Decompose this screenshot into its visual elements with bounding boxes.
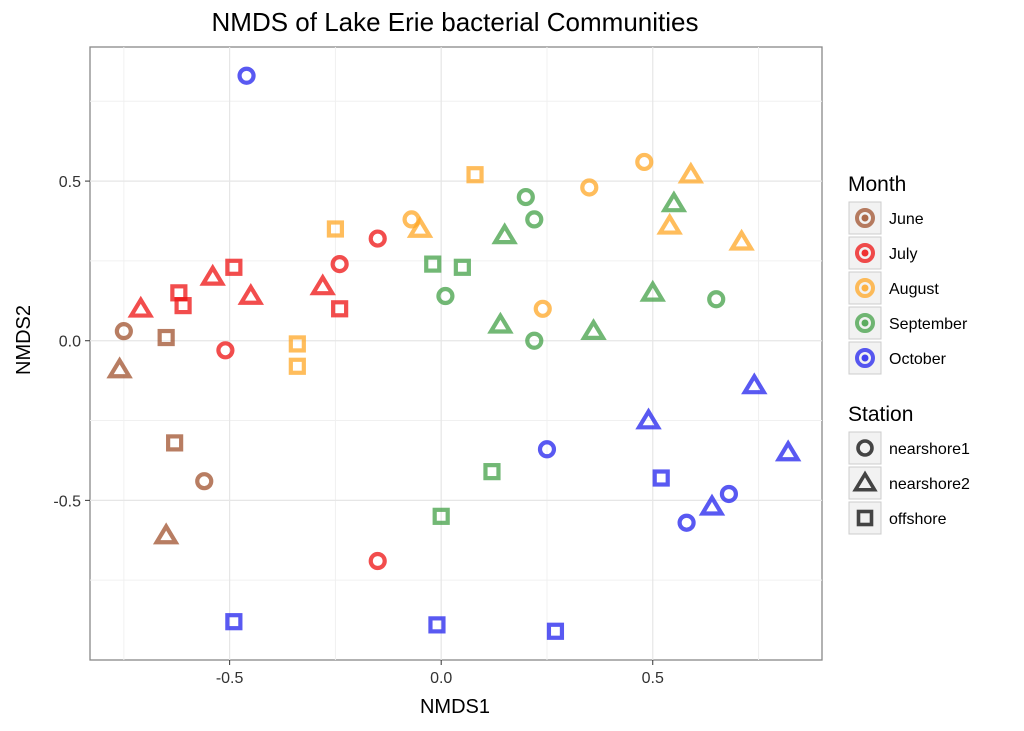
station-legend: Station nearshore1 nearshore2 offshore — [848, 403, 970, 535]
data-point — [237, 66, 256, 85]
data-point — [487, 311, 514, 334]
data-point — [237, 282, 265, 305]
y-axis-ticks: -0.5 0.0 0.5 — [53, 174, 90, 510]
x-tick-label: -0.5 — [216, 670, 244, 687]
data-point — [639, 279, 666, 302]
month-legend: Month June July August September October — [848, 173, 968, 375]
data-point — [774, 439, 802, 462]
data-point — [466, 166, 484, 184]
data-point — [152, 522, 180, 545]
data-point — [707, 290, 726, 309]
data-point — [288, 357, 306, 375]
station-legend-title: Station — [848, 403, 913, 426]
legend-key-dot — [861, 284, 869, 292]
data-point — [174, 297, 192, 315]
data-point — [326, 220, 345, 238]
legend-key-month-september — [855, 313, 875, 333]
legend-key-dot — [861, 319, 869, 327]
data-point — [114, 322, 133, 341]
data-point — [225, 258, 243, 276]
data-point — [635, 152, 654, 172]
data-point — [225, 613, 243, 631]
plot-panel — [89, 46, 823, 661]
legend-key-station-nearshore1 — [856, 439, 874, 457]
legend-label-station: offshore — [889, 511, 947, 528]
legend-key-month-june — [855, 208, 875, 228]
data-point — [719, 484, 739, 504]
data-point — [741, 372, 768, 395]
legend-key-month-october — [855, 348, 875, 368]
data-point — [537, 440, 557, 459]
legend-label-month: September — [889, 316, 968, 333]
data-point — [580, 178, 599, 197]
data-point — [677, 513, 696, 532]
legend-key-station-offshore — [856, 509, 874, 527]
data-point — [546, 622, 565, 640]
legend-label-month: October — [889, 351, 947, 368]
legend-key-bg — [848, 431, 882, 465]
data-point — [288, 335, 306, 353]
data-point — [533, 299, 552, 318]
data-point — [406, 215, 434, 238]
legend-label-month: July — [889, 246, 917, 263]
x-tick-label: 0.5 — [642, 670, 664, 687]
points-layer — [106, 66, 802, 640]
data-point — [516, 187, 535, 207]
legend-key-dot — [861, 214, 869, 222]
data-point — [428, 616, 446, 634]
x-tick-label: 0.0 — [430, 670, 452, 687]
legend-key-bg — [848, 501, 882, 535]
data-point — [525, 331, 544, 350]
data-point — [127, 295, 154, 318]
y-tick-label: -0.5 — [53, 493, 81, 510]
data-point — [330, 255, 349, 274]
month-legend-title: Month — [848, 173, 906, 196]
data-point — [157, 328, 175, 347]
x-axis-title: NMDS1 — [420, 696, 490, 718]
legend-key-dot — [861, 249, 869, 257]
data-point — [331, 300, 349, 318]
data-point — [166, 434, 184, 452]
data-point — [368, 229, 387, 248]
chart-title: NMDS of Lake Erie bacterial Communities — [212, 7, 699, 37]
data-point — [677, 161, 705, 184]
data-point — [199, 263, 226, 286]
legend-key-month-july — [855, 243, 875, 263]
data-point — [424, 255, 442, 273]
data-point — [525, 210, 544, 229]
data-point — [309, 273, 336, 296]
legend-label-month: August — [889, 281, 939, 298]
data-point — [106, 356, 133, 379]
data-point — [436, 286, 455, 306]
y-axis-title: NMDS2 — [13, 305, 35, 375]
legend-key-month-august — [855, 278, 875, 298]
x-axis-ticks: -0.5 0.0 0.5 — [216, 660, 664, 687]
data-point — [652, 469, 670, 487]
data-point — [195, 472, 214, 491]
data-point — [216, 341, 235, 360]
y-tick-label: 0.5 — [59, 174, 81, 191]
data-point — [432, 507, 450, 525]
legend-label-station: nearshore1 — [889, 441, 970, 458]
data-point — [728, 228, 755, 251]
legend-label-month: June — [889, 211, 924, 228]
data-point — [656, 212, 683, 235]
y-tick-label: 0.0 — [59, 334, 81, 351]
data-point — [580, 318, 607, 341]
data-point — [635, 407, 662, 430]
legend-label-station: nearshore2 — [889, 476, 970, 493]
data-point — [660, 190, 688, 213]
data-point — [491, 222, 518, 245]
data-point — [698, 493, 726, 516]
data-point — [483, 463, 501, 481]
data-point — [453, 258, 471, 276]
legend-key-dot — [861, 354, 869, 362]
legend-key-station-nearshore2 — [852, 470, 878, 492]
data-point — [368, 551, 387, 571]
